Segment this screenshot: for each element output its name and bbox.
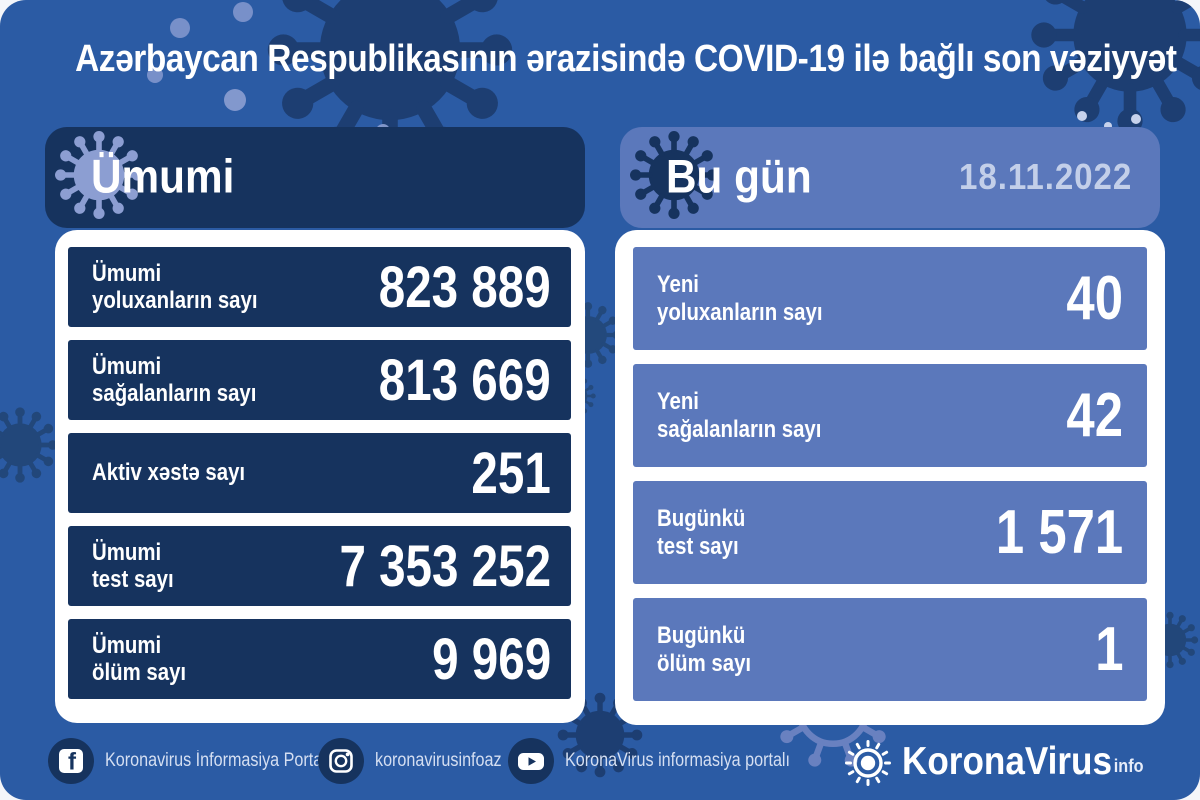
stat-value: 1 571	[995, 498, 1123, 567]
stat-label: Ümumi test sayı	[92, 538, 174, 593]
stat-label: Ümumi yoluxanların sayı	[92, 259, 258, 314]
instagram-icon	[318, 738, 364, 784]
brand-suffix: info	[1113, 756, 1144, 776]
page-title: Azərbaycan Respublikasının ərazisində CO…	[75, 38, 1177, 80]
facebook-label: Koronavirus İnformasiya Portalı	[105, 750, 331, 771]
stat-label: Ümumi ölüm sayı	[92, 631, 187, 686]
total-section-title: Ümumi	[91, 148, 235, 202]
stat-value: 251	[471, 440, 551, 506]
stat-row-new-infected: Yeni yoluxanların sayı 40	[633, 247, 1147, 350]
stat-label: Yeni yoluxanların sayı	[657, 271, 823, 326]
stat-row-today-deaths: Bugünkü ölüm sayı 1	[633, 598, 1147, 701]
stat-label: Bugünkü ölüm sayı	[657, 622, 752, 677]
stat-label: Ümumi sağalanların sayı	[92, 352, 257, 407]
total-stats-card: Ümumi yoluxanların sayı 823 889 Ümumi sa…	[55, 230, 585, 723]
stat-row-total-infected: Ümumi yoluxanların sayı 823 889	[68, 247, 571, 327]
youtube-label: KoronaVirus informasiya portalı	[565, 750, 791, 771]
stat-value: 40	[1066, 264, 1123, 333]
svg-text:f: f	[68, 749, 77, 776]
youtube-icon	[508, 738, 554, 784]
stat-row-active-cases: Aktiv xəstə sayı 251	[68, 433, 571, 513]
today-section-header: Bu gün 18.11.2022	[620, 127, 1160, 228]
today-stats-card: Yeni yoluxanların sayı 40 Yeni sağalanla…	[615, 230, 1165, 725]
report-date: 18.11.2022	[958, 155, 1132, 197]
stat-label: Bugünkü test sayı	[657, 505, 746, 560]
facebook-link: f Koronavirus İnformasiya Portalı	[48, 738, 370, 784]
stat-row-new-recovered: Yeni sağalanların sayı 42	[633, 364, 1147, 467]
stat-row-total-tests: Ümumi test sayı 7 353 252	[68, 526, 571, 606]
today-section-title: Bu gün	[666, 148, 812, 202]
koronavirus-logo: KoronaVirusinfo	[843, 738, 1170, 792]
brand-name: KoronaVirusinfo	[902, 740, 1144, 783]
stat-row-total-recovered: Ümumi sağalanların sayı 813 669	[68, 340, 571, 420]
facebook-icon: f	[48, 738, 94, 784]
stat-value: 9 969	[431, 626, 551, 692]
stat-value: 813 669	[379, 347, 551, 413]
footer: f Koronavirus İnformasiya Portalı korona…	[0, 735, 1200, 795]
virus-sun-icon	[845, 740, 891, 786]
stat-value: 1	[1094, 615, 1123, 684]
stat-value: 823 889	[379, 254, 551, 320]
youtube-link: KoronaVirus informasiya portalı	[508, 738, 830, 784]
stat-value: 7 353 252	[339, 533, 551, 599]
stat-row-today-tests: Bugünkü test sayı 1 571	[633, 481, 1147, 584]
stat-label: Aktiv xəstə sayı	[92, 459, 246, 487]
total-section-header: Ümumi	[45, 127, 585, 228]
instagram-label: koronavirusinfoaz	[375, 750, 502, 771]
stat-label: Yeni sağalanların sayı	[657, 388, 822, 443]
stat-value: 42	[1066, 381, 1123, 450]
instagram-link: koronavirusinfoaz	[318, 738, 524, 784]
stat-row-total-deaths: Ümumi ölüm sayı 9 969	[68, 619, 571, 699]
